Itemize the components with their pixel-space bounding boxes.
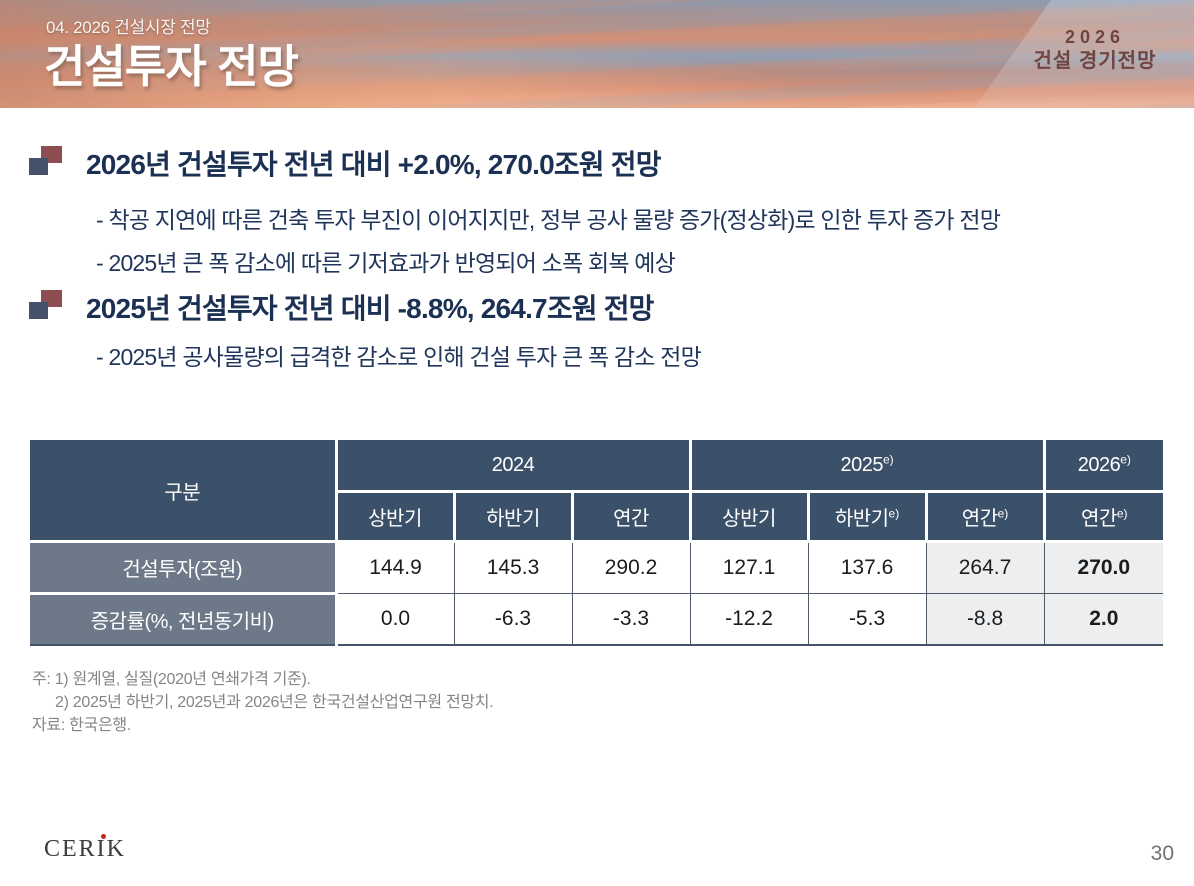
table-cell: 145.3 xyxy=(453,541,573,594)
table-cell: 2.0 xyxy=(1043,593,1164,646)
bullet-1-heading: 2026년 건설투자 전년 대비 +2.0%, 270.0조원 전망 xyxy=(86,149,661,180)
bullet-1-sub-1: - 착공 지연에 따른 건축 투자 부진이 이어지지만, 정부 공사 물량 증가… xyxy=(96,207,1001,233)
col-header: 하반기 xyxy=(452,490,574,543)
cerik-logo-text: CERIK xyxy=(44,836,126,862)
cerik-logo: CERIK xyxy=(44,834,126,863)
bullet-2-heading: 2025년 건설투자 전년 대비 -8.8%, 264.7조원 전망 xyxy=(86,293,654,324)
source-note: 자료: 한국은행. xyxy=(32,717,131,734)
col-header: 상반기 xyxy=(334,490,456,543)
report-logo: 2026 건설 경기전망 xyxy=(1010,26,1180,74)
hero-banner: 04. 2026 건설시장 전망 건설투자 전망 2026 건설 경기전망 xyxy=(0,0,1194,108)
year-header-2026: 2026e) xyxy=(1042,440,1164,493)
table-cell: -8.8 xyxy=(925,593,1045,646)
footnote-1: 주: 1) 원계열, 실질(2020년 연쇄가격 기준). xyxy=(32,671,311,688)
year-header-2025: 2025e) xyxy=(688,440,1046,493)
table-year-header-row: 구분 2024 2025e) 2026e) xyxy=(30,440,1164,543)
table-cell: -6.3 xyxy=(453,593,573,646)
report-logo-year: 2026 xyxy=(1064,27,1126,47)
cerik-logo-dot-icon xyxy=(101,834,106,839)
report-logo-name: 건설 경기전망 xyxy=(1033,49,1157,72)
col-header: 연간 xyxy=(570,490,692,543)
table-corner-header: 구분 xyxy=(30,440,338,543)
table-cell: 137.6 xyxy=(807,541,927,594)
footnotes: 주: 1) 원계열, 실질(2020년 연쇄가격 기준). 2) 2025년 하… xyxy=(32,668,494,737)
table-cell: 144.9 xyxy=(335,541,455,594)
table-row: 증감률(%, 전년동기비) 0.0 -6.3 -3.3 -12.2 -5.3 -… xyxy=(30,592,1164,646)
table-cell: 290.2 xyxy=(571,541,691,594)
bullet-squares-icon xyxy=(27,288,69,326)
col-header: 연간e) xyxy=(1042,490,1164,543)
forecast-table: 구분 2024 2025e) 2026e) 상반기 하반기 연간 상반기 하반기… xyxy=(30,440,1164,646)
bullet-2-sub-1: - 2025년 공사물량의 급격한 감소로 인해 건설 투자 큰 폭 감소 전망 xyxy=(96,344,702,370)
table-cell: -12.2 xyxy=(689,593,809,646)
table-cell: 127.1 xyxy=(689,541,809,594)
year-header-2024: 2024 xyxy=(334,440,692,493)
footnote-2: 2) 2025년 하반기, 2025년과 2026년은 한국건설산업연구원 전망… xyxy=(55,694,494,711)
bullet-1-sub-2: - 2025년 큰 폭 감소에 따른 기저효과가 반영되어 소폭 회복 예상 xyxy=(96,250,676,276)
page-number: 30 xyxy=(1150,842,1174,865)
row-label: 건설투자(조원) xyxy=(30,540,338,595)
table-cell: -3.3 xyxy=(571,593,691,646)
table-row: 건설투자(조원) 144.9 145.3 290.2 127.1 137.6 2… xyxy=(30,540,1164,595)
table-cell: 264.7 xyxy=(925,541,1045,594)
col-header: 연간e) xyxy=(924,490,1046,543)
table-cell: 270.0 xyxy=(1043,541,1164,594)
navy-square-icon xyxy=(29,158,48,175)
bullet-squares-icon xyxy=(27,144,69,182)
table-subheader-row: 상반기 하반기 연간 상반기 하반기e) 연간e) 연간e) xyxy=(30,490,1164,543)
page-title: 건설투자 전망 xyxy=(44,41,299,92)
col-header: 하반기e) xyxy=(806,490,928,543)
navy-square-icon xyxy=(29,302,48,319)
row-label: 증감률(%, 전년동기비) xyxy=(30,592,338,646)
table-cell: 0.0 xyxy=(335,593,455,646)
section-kicker: 04. 2026 건설시장 전망 xyxy=(46,18,211,37)
table-cell: -5.3 xyxy=(807,593,927,646)
col-header: 상반기 xyxy=(688,490,810,543)
